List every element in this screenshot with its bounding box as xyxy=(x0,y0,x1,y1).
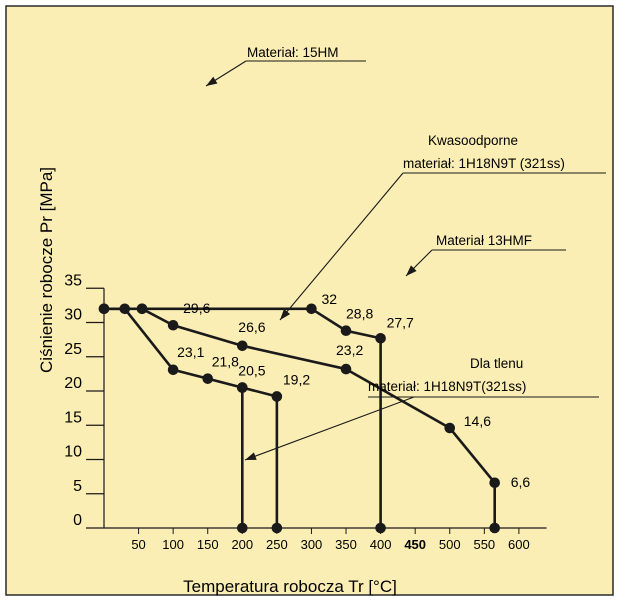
y-tick-label: 30 xyxy=(64,307,82,324)
data-label: 23,1 xyxy=(177,344,204,360)
x-tick-label: 600 xyxy=(508,537,530,552)
annotation-kwas-line2: materiał: 1H18N9T (321ss) xyxy=(403,156,565,171)
data-point xyxy=(167,319,179,331)
data-point xyxy=(237,522,248,534)
x-tick-label: 500 xyxy=(439,537,461,552)
x-axis-title: Temperatura robocza Tr [°C] xyxy=(183,577,397,596)
data-label: 27,7 xyxy=(387,314,414,330)
annotation-15hm: Materiał: 15HM xyxy=(247,45,339,60)
y-tick-label: 5 xyxy=(73,478,82,495)
x-tick-label: 50 xyxy=(131,537,145,552)
annotation-tlen-arrowhead xyxy=(245,452,257,460)
data-label: 6,6 xyxy=(511,474,531,490)
data-point xyxy=(306,303,317,315)
annotation-kwas-arrowhead xyxy=(280,308,291,320)
annotation-kwas-line1: Kwasoodporne xyxy=(428,133,518,148)
plot-area: 0 5 10 15 20 25 30 35 50 100 150 200 250 300 350 400 450… xyxy=(64,45,606,552)
y-tick-label: 35 xyxy=(64,272,82,289)
x-tick-label: 400 xyxy=(370,537,392,552)
y-axis-title: Ciśnienie robocze Pr [MPa] xyxy=(37,167,56,373)
annotation-tlen-line1: Dla tlenu xyxy=(470,356,523,371)
data-label: 21,8 xyxy=(212,354,239,370)
data-point xyxy=(271,391,283,402)
x-tick-label: 300 xyxy=(301,537,323,552)
annotation-kwas-leader xyxy=(279,172,404,321)
data-point xyxy=(271,522,283,534)
x-tick-label: 350 xyxy=(335,537,357,552)
annotation-tlen-leader xyxy=(244,396,415,461)
x-tick-label: 550 xyxy=(473,537,495,552)
data-point xyxy=(489,477,500,489)
data-label: 14,6 xyxy=(464,413,491,429)
data-point xyxy=(489,522,500,534)
series-line-1 xyxy=(104,307,382,528)
annotation-13hmf-arrowhead xyxy=(406,265,417,276)
chart-background xyxy=(5,5,614,596)
x-tick-label: 250 xyxy=(266,537,288,552)
data-point xyxy=(444,422,456,434)
data-point xyxy=(136,303,148,315)
data-point xyxy=(167,364,179,376)
data-label: 19,2 xyxy=(283,371,310,387)
y-tick-label: 20 xyxy=(64,375,82,392)
annotation-tlen-line2: materiał: 1H18N9T(321ss) xyxy=(368,379,526,394)
data-label: 29,6 xyxy=(183,300,210,316)
y-tick-label: 25 xyxy=(64,341,82,358)
data-point xyxy=(119,303,131,315)
y-tick-label: 0 xyxy=(73,512,82,529)
x-tick-label: 450 xyxy=(404,537,426,552)
data-point xyxy=(237,340,248,352)
annotation-15hm-arrowhead xyxy=(206,76,218,86)
data-label: 23,2 xyxy=(336,342,363,358)
data-point xyxy=(340,363,352,375)
x-tick-label: 100 xyxy=(162,537,184,552)
data-label: 28,8 xyxy=(346,306,373,322)
x-tick-label: 200 xyxy=(231,537,253,552)
data-point xyxy=(98,303,110,315)
y-tick-label: 10 xyxy=(64,444,82,461)
data-point xyxy=(375,522,386,534)
data-point xyxy=(202,373,214,384)
y-tick-label: 15 xyxy=(64,409,82,426)
x-tick-label: 150 xyxy=(197,537,219,552)
data-label: 32 xyxy=(321,291,337,307)
data-label: 20,5 xyxy=(238,363,265,379)
data-label: 26,6 xyxy=(238,319,265,335)
data-point xyxy=(375,332,386,344)
data-point xyxy=(340,325,352,337)
annotation-13hmf: Materiał 13HMF xyxy=(436,233,532,248)
data-point xyxy=(237,382,248,393)
